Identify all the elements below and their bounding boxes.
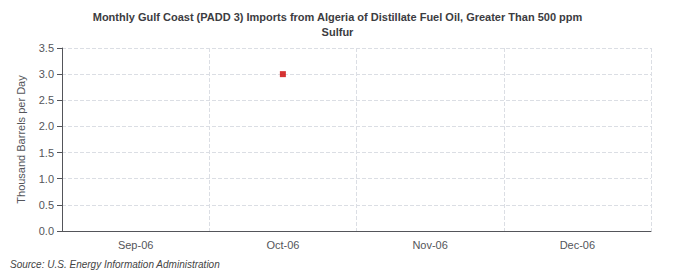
svg-text:3.5: 3.5 [39,42,54,54]
svg-text:Thousand Barrels per Day: Thousand Barrels per Day [15,75,27,204]
svg-text:Sulfur: Sulfur [322,26,354,38]
svg-text:0.5: 0.5 [39,199,54,211]
svg-text:0.0: 0.0 [39,225,54,237]
svg-text:Nov-06: Nov-06 [412,239,447,251]
svg-text:Sep-06: Sep-06 [118,239,153,251]
svg-text:Oct-06: Oct-06 [266,239,299,251]
svg-text:Source: U.S. Energy Informatio: Source: U.S. Energy Information Administ… [10,259,220,270]
svg-text:2.0: 2.0 [39,120,54,132]
svg-text:3.0: 3.0 [39,68,54,80]
svg-text:2.5: 2.5 [39,94,54,106]
svg-text:1.5: 1.5 [39,147,54,159]
svg-text:1.0: 1.0 [39,173,54,185]
svg-text:Monthly Gulf Coast (PADD 3) Im: Monthly Gulf Coast (PADD 3) Imports from… [93,11,583,23]
svg-text:Dec-06: Dec-06 [560,239,595,251]
